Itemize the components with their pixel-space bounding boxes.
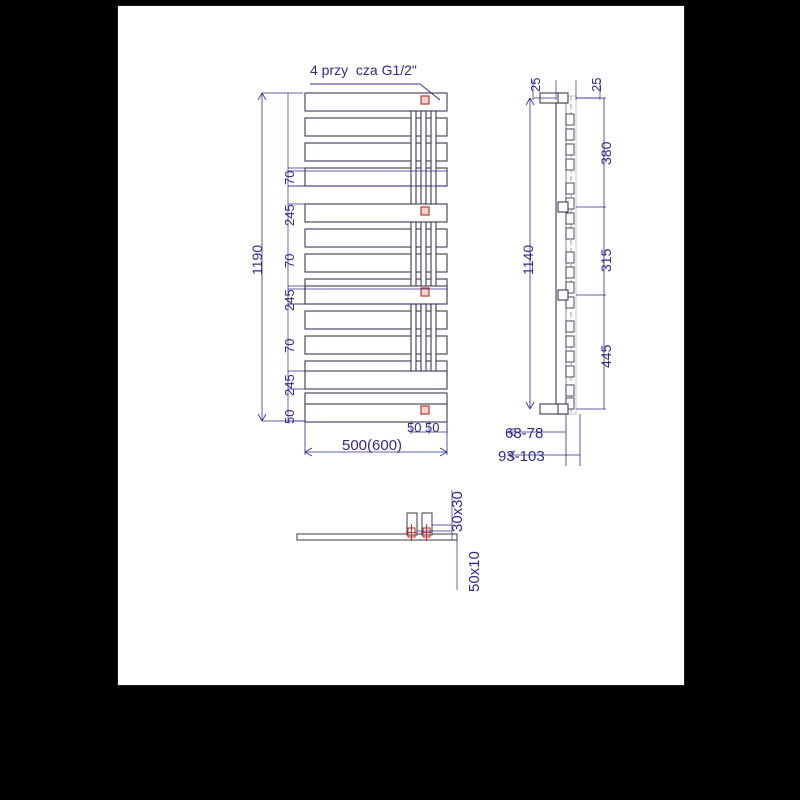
front-overall-width-label: 500(600) xyxy=(342,437,403,454)
detail-profile-a-label: 30x30 xyxy=(449,491,466,532)
front-overall-height-label: 1190 xyxy=(249,244,265,275)
side-view-geometry xyxy=(507,80,606,466)
front-chain-label-2: 245 xyxy=(282,204,297,226)
side-chain-label-2: 315 xyxy=(598,248,614,272)
front-chain-label-4: 245 xyxy=(282,289,297,311)
front-bottom-offset-label-2: 50 xyxy=(425,420,440,435)
side-depth-inner-label: 68-78 xyxy=(505,425,544,442)
side-chain-label-1: 380 xyxy=(598,141,614,165)
front-chain-label-5: 70 xyxy=(282,338,297,353)
detail-profile-b-label: 50x10 xyxy=(466,551,483,592)
front-chain-label-1: 70 xyxy=(282,170,297,185)
front-bottom-offset-label-1: 50 xyxy=(407,420,422,435)
connector-port-group xyxy=(420,95,430,415)
side-overall-height-label: 1140 xyxy=(520,244,536,275)
front-chain-label-3: 70 xyxy=(282,253,297,268)
front-chain-label-7: 50 xyxy=(282,409,297,424)
title-note: 4 przy cza G1/2" xyxy=(310,62,417,78)
side-top-offset-label-1: 25 xyxy=(528,77,543,92)
side-top-offset-label-2: 25 xyxy=(589,77,604,92)
detail-view-geometry xyxy=(296,490,458,590)
front-chain-label-6: 245 xyxy=(282,374,297,396)
front-view-geometry xyxy=(257,83,448,457)
side-chain-label-3: 445 xyxy=(598,344,614,368)
side-depth-outer-label: 93-103 xyxy=(498,448,545,465)
